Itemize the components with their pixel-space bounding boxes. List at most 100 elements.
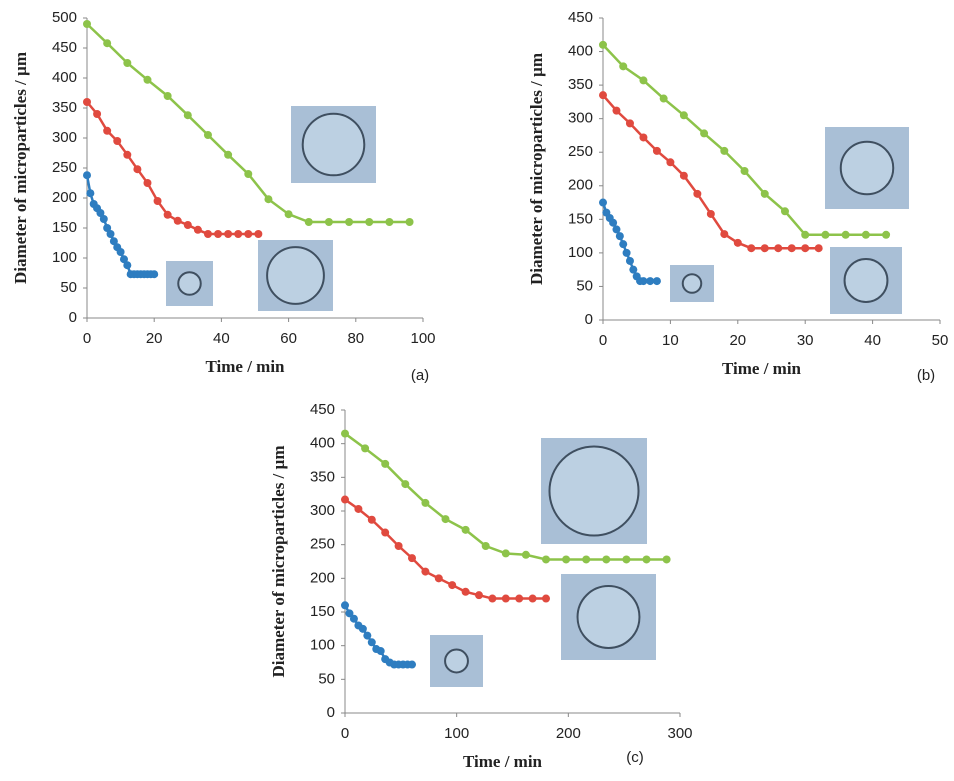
y-tick-label: 50	[576, 277, 593, 294]
y-tick-label: 200	[310, 569, 335, 586]
data-point	[625, 256, 634, 265]
data-point	[83, 98, 91, 106]
x-tick-label: 10	[662, 332, 679, 349]
x-tick-label: 80	[347, 330, 364, 347]
data-point	[123, 150, 132, 159]
data-point	[599, 40, 607, 49]
data-point	[814, 244, 823, 253]
data-point	[173, 216, 182, 225]
data-point	[475, 591, 483, 600]
y-tick-label: 200	[52, 189, 77, 206]
data-point	[582, 555, 591, 564]
micrograph-particle	[444, 648, 469, 674]
y-tick-label: 450	[52, 39, 77, 56]
data-point	[203, 230, 212, 238]
y-tick-label: 0	[69, 309, 77, 326]
data-point	[163, 92, 172, 100]
data-point	[96, 209, 105, 217]
y-tick-label: 50	[60, 279, 77, 296]
y-axis-title: Diameter of microparticles / µm	[527, 53, 546, 285]
data-point	[421, 567, 430, 576]
data-point	[341, 429, 349, 438]
data-point	[143, 179, 152, 187]
data-point	[116, 248, 125, 256]
data-point	[706, 209, 715, 218]
data-point	[625, 119, 634, 128]
data-point	[408, 554, 416, 563]
data-point	[183, 221, 192, 229]
x-axis-title: Time / min	[205, 357, 285, 376]
data-point	[133, 165, 142, 174]
data-point	[106, 230, 115, 238]
y-tick-label: 400	[310, 435, 335, 452]
data-point	[528, 594, 537, 603]
data-point	[515, 594, 524, 603]
data-point	[224, 150, 233, 159]
data-point	[787, 244, 796, 253]
data-point	[521, 550, 530, 559]
x-tick-label: 50	[932, 332, 949, 349]
data-point	[461, 587, 470, 596]
y-tick-label: 150	[310, 603, 335, 620]
y-tick-label: 400	[52, 69, 77, 86]
y-tick-label: 400	[568, 43, 593, 60]
y-tick-label: 500	[52, 9, 77, 26]
data-point	[733, 238, 742, 247]
data-point	[234, 230, 243, 238]
data-point	[639, 277, 648, 286]
panel-label: (c)	[626, 749, 644, 766]
data-point	[659, 94, 668, 103]
data-point	[720, 146, 729, 155]
x-tick-label: 100	[410, 330, 435, 347]
y-tick-label: 350	[568, 76, 593, 93]
data-point	[760, 189, 769, 198]
series-line	[602, 94, 819, 250]
data-point	[801, 244, 810, 253]
data-point	[193, 225, 202, 234]
y-tick-label: 300	[52, 129, 77, 146]
x-tick-label: 30	[797, 332, 814, 349]
data-point	[150, 270, 159, 279]
y-tick-label: 300	[310, 502, 335, 519]
data-point	[434, 574, 443, 583]
data-point	[284, 210, 293, 219]
panel: 0 50 100 150 200 250 300 350 400 450 0 10 20 30 40 50 Ti…	[527, 9, 948, 384]
data-point	[365, 218, 374, 226]
data-point	[358, 624, 367, 633]
data-point	[615, 232, 624, 241]
data-point	[363, 631, 372, 640]
data-point	[542, 555, 550, 564]
micrograph-particle	[843, 258, 889, 303]
data-point	[244, 230, 253, 238]
data-point	[381, 459, 390, 468]
data-point	[103, 39, 112, 48]
data-point	[408, 660, 416, 669]
data-point	[345, 218, 354, 226]
x-tick-label: 0	[341, 725, 349, 742]
data-point	[562, 555, 571, 564]
x-tick-label: 20	[729, 332, 746, 349]
data-point	[780, 207, 789, 216]
panel: 0 50 100 150 200 250 300 350 400 450 0 100 200 300 Tim…	[269, 401, 693, 771]
micrograph-particle	[681, 273, 703, 294]
data-point	[354, 504, 363, 513]
data-point	[401, 480, 410, 489]
micrograph-particle	[839, 140, 895, 196]
y-tick-label: 300	[568, 110, 593, 127]
x-tick-label: 300	[667, 725, 692, 742]
data-point	[801, 230, 810, 239]
y-tick-label: 150	[52, 219, 77, 236]
data-point	[103, 224, 112, 232]
micrograph-particle	[301, 112, 366, 177]
data-point	[99, 215, 108, 223]
x-tick-label: 0	[599, 332, 607, 349]
data-point	[109, 237, 118, 246]
y-axis-title: Diameter of microparticles / µm	[11, 52, 30, 284]
y-tick-label: 100	[568, 244, 593, 261]
y-tick-label: 350	[310, 468, 335, 485]
data-point	[341, 601, 349, 610]
data-point	[448, 581, 457, 590]
data-point	[652, 277, 661, 286]
data-point	[821, 230, 830, 239]
